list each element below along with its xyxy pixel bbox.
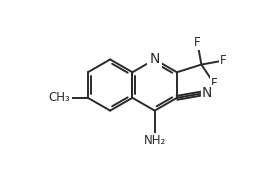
Text: CH₃: CH₃ xyxy=(48,91,70,104)
Text: NH₂: NH₂ xyxy=(144,134,166,147)
Text: F: F xyxy=(211,77,218,90)
Text: N: N xyxy=(202,86,212,100)
Text: F: F xyxy=(194,36,201,49)
Text: F: F xyxy=(220,54,227,67)
Text: N: N xyxy=(150,52,160,66)
